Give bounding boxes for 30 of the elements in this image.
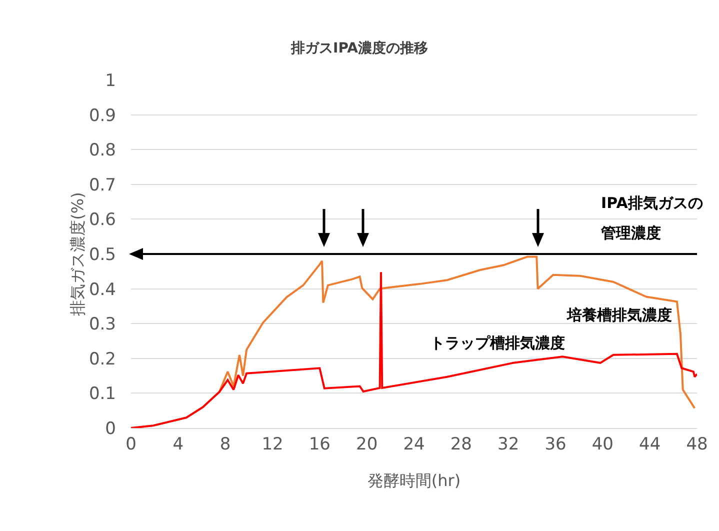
y-tick-label: 0.5 bbox=[88, 244, 116, 265]
y-tick-label: 0.9 bbox=[88, 106, 116, 126]
series-label: 培養槽排気濃度 bbox=[566, 306, 672, 324]
y-tick-label: 0.6 bbox=[88, 210, 116, 230]
y-tick-label: 0.4 bbox=[88, 280, 116, 300]
chart-title: 排ガスIPA濃度の推移 bbox=[290, 39, 428, 56]
x-axis-title: 発酵時間(hr) bbox=[367, 471, 461, 490]
y-tick-label: 0 bbox=[105, 418, 116, 439]
x-tick-label: 12 bbox=[262, 434, 284, 454]
x-tick-label: 36 bbox=[544, 434, 566, 454]
x-tick-label: 44 bbox=[639, 434, 661, 454]
y-tick-label: 0.8 bbox=[88, 140, 116, 161]
x-tick-label: 4 bbox=[172, 434, 184, 454]
y-tick-label: 1 bbox=[105, 70, 116, 91]
x-tick-label: 40 bbox=[592, 434, 614, 454]
x-tick-label: 0 bbox=[126, 434, 136, 454]
y-tick-label: 0.7 bbox=[88, 175, 116, 196]
y-tick-label: 0.1 bbox=[88, 384, 116, 404]
x-tick-label: 24 bbox=[403, 434, 425, 454]
y-tick-label: 0.2 bbox=[88, 349, 116, 370]
x-tick-label: 8 bbox=[220, 434, 231, 454]
y-tick-label: 0.3 bbox=[88, 314, 116, 335]
x-tick-label: 48 bbox=[686, 434, 708, 454]
x-tick-label: 32 bbox=[498, 434, 520, 454]
series-label: トラップ槽排気濃度 bbox=[430, 334, 565, 352]
y-axis-title: 排気ガス濃度(%) bbox=[68, 192, 87, 316]
x-tick-label: 20 bbox=[356, 434, 378, 454]
x-tick-label: 28 bbox=[450, 434, 472, 454]
x-tick-label: 16 bbox=[308, 434, 330, 454]
ref-line-label: IPA排気ガスの管理濃度 bbox=[601, 193, 704, 244]
